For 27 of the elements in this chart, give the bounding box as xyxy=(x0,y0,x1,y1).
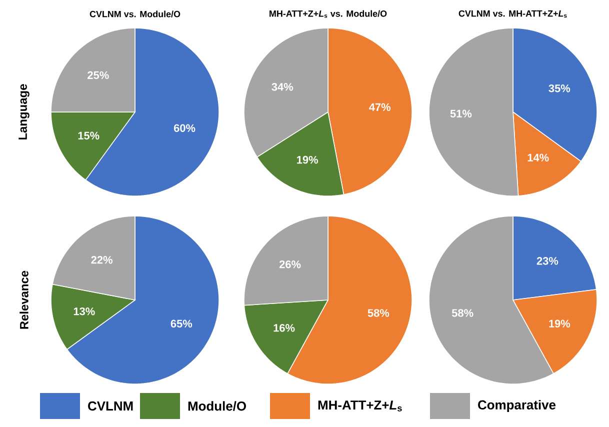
chart-title: MH-ATT+Z+L$_{s}$ vs. Module/O xyxy=(270,10,387,18)
data-label: 15% xyxy=(78,132,100,140)
data-label: 22% xyxy=(91,256,112,264)
data-label: 35% xyxy=(548,84,570,92)
legend-label: Comparative xyxy=(478,400,556,412)
data-label: 13% xyxy=(74,307,95,316)
data-label: 26% xyxy=(279,260,301,268)
data-label: 34% xyxy=(272,83,294,91)
data-label: 23% xyxy=(536,257,558,265)
data-label: 16% xyxy=(274,324,295,332)
data-label: 25% xyxy=(88,71,109,80)
data-label: 58% xyxy=(452,309,474,317)
data-label: 65% xyxy=(170,320,192,328)
data-label: 60% xyxy=(174,124,196,132)
chart-title: CVLNM vs. MH-ATT+Z+L$_{s}$ xyxy=(458,10,567,18)
legend-label: Module/O xyxy=(188,401,246,411)
data-label: 58% xyxy=(368,309,390,317)
text: Language xyxy=(18,84,30,140)
data-label: 19% xyxy=(549,320,570,328)
chart-title: CVLNM vs. Module/O xyxy=(90,10,180,18)
legend-label: CVLNM xyxy=(88,401,133,411)
data-label: 51% xyxy=(450,110,472,118)
text: Relevance xyxy=(20,270,28,329)
data-label: 47% xyxy=(369,103,391,111)
legend-label: MH-ATT+Z+L$_{s}$ xyxy=(318,400,402,412)
data-label: 19% xyxy=(297,156,318,164)
data-label: 14% xyxy=(528,154,549,162)
